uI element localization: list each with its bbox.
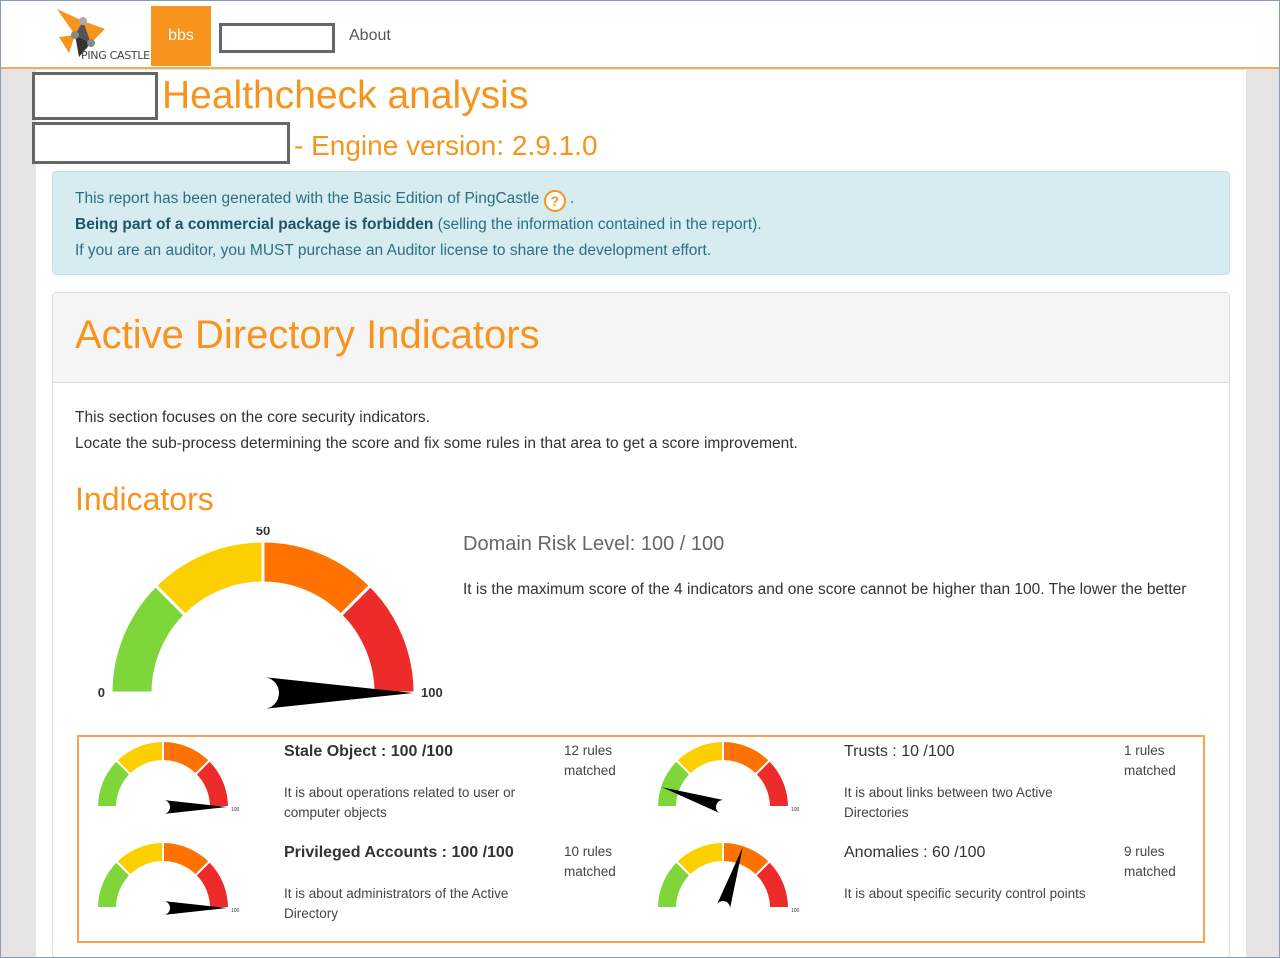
gauge-label-mid: 50: [160, 739, 166, 741]
rules-matched[interactable]: 9 rules matched: [1124, 844, 1176, 879]
gauge-needle: [716, 847, 743, 911]
section-intro: This section focuses on the core securit…: [75, 405, 798, 457]
license-alert: This report has been generated with the …: [52, 171, 1230, 275]
castle-logo-icon: [57, 9, 105, 57]
gauge-needle: [263, 677, 413, 709]
redacted-box: [32, 122, 290, 164]
gauge-label-max: 100: [421, 685, 443, 700]
rules-matched[interactable]: 10 rules matched: [564, 844, 616, 879]
domain-risk-description: It is the maximum score of the 4 indicat…: [463, 581, 1187, 598]
gauge-label-max: 100: [791, 908, 800, 914]
alert-line-2-bold: Being part of a commercial package is fo…: [75, 216, 434, 233]
gauge-label-mid: 50: [720, 739, 726, 741]
sub-indicator-title: Trusts : 10 /100: [844, 743, 955, 760]
rules-matched[interactable]: 12 rules matched: [564, 743, 616, 778]
nav-item-about[interactable]: About: [349, 27, 391, 44]
alert-line-2-rest: (selling the information contained in th…: [433, 216, 762, 233]
sub-indicator-description: It is about operations related to user o…: [284, 785, 516, 820]
intro-line-1: This section focuses on the core securit…: [75, 409, 430, 426]
gauge-band-red: [338, 583, 417, 695]
alert-line-1-end: .: [570, 190, 575, 207]
report-container: Healthcheck analysis - Engine version: 2…: [32, 70, 1246, 958]
gauge-label-mid: 50: [160, 840, 166, 842]
sub-indicator-title: Stale Object : 100 /100: [284, 743, 453, 760]
redacted-box: [32, 72, 158, 120]
gauge-needle: [662, 787, 726, 814]
domain-risk-gauge: 0 50 100: [98, 527, 443, 709]
alert-line-1: This report has been generated with the …: [75, 190, 540, 207]
brand-text: PING CASTLE: [81, 49, 150, 62]
gauge-label-mid: 50: [720, 840, 726, 842]
panel-title: Active Directory Indicators: [75, 313, 540, 357]
alert-line-3: If you are an auditor, you MUST purchase…: [75, 241, 712, 259]
pingcastle-logo[interactable]: PING CASTLE: [53, 7, 151, 65]
nav-item-bbs[interactable]: bbs: [151, 6, 211, 66]
gauge-label-mid: 50: [256, 527, 270, 538]
intro-line-2: Locate the sub-process determining the s…: [75, 435, 798, 452]
indicators-heading: Indicators: [75, 481, 214, 517]
gauge-label-max: 100: [791, 807, 800, 813]
gauge-needle: [163, 901, 227, 915]
domain-risk-title: Domain Risk Level: 100 / 100: [463, 533, 725, 555]
engine-version: - Engine version: 2.9.1.0: [294, 130, 598, 161]
gauge-band-red: [754, 859, 791, 909]
rules-matched[interactable]: 1 rules matched: [1124, 743, 1176, 778]
sub-indicator-description: It is about specific security control po…: [844, 886, 1086, 901]
sub-indicator-description: It is about links between two Active Dir…: [844, 785, 1053, 820]
help-icon[interactable]: ?: [543, 190, 566, 212]
top-navbar: PING CASTLE bbs About: [1, 1, 1279, 69]
gauge-needle: [163, 800, 227, 814]
nav-item-redacted[interactable]: [219, 23, 335, 53]
sub-indicator-title: Anomalies : 60 /100: [844, 844, 986, 861]
gauge-label-max: 100: [231, 908, 240, 914]
gauge-label-min: 0: [98, 685, 105, 700]
sub-indicator-title: Privileged Accounts : 100 /100: [284, 844, 514, 861]
panel-heading: Active Directory Indicators: [53, 293, 1229, 383]
page-title: Healthcheck analysis: [162, 74, 529, 117]
gauge-band-red: [754, 758, 791, 808]
indicators-panel: Active Directory Indicators This section…: [52, 292, 1230, 958]
gauge-label-max: 100: [231, 807, 240, 813]
sub-indicator-description: It is about administrators of the Active…: [284, 886, 509, 921]
